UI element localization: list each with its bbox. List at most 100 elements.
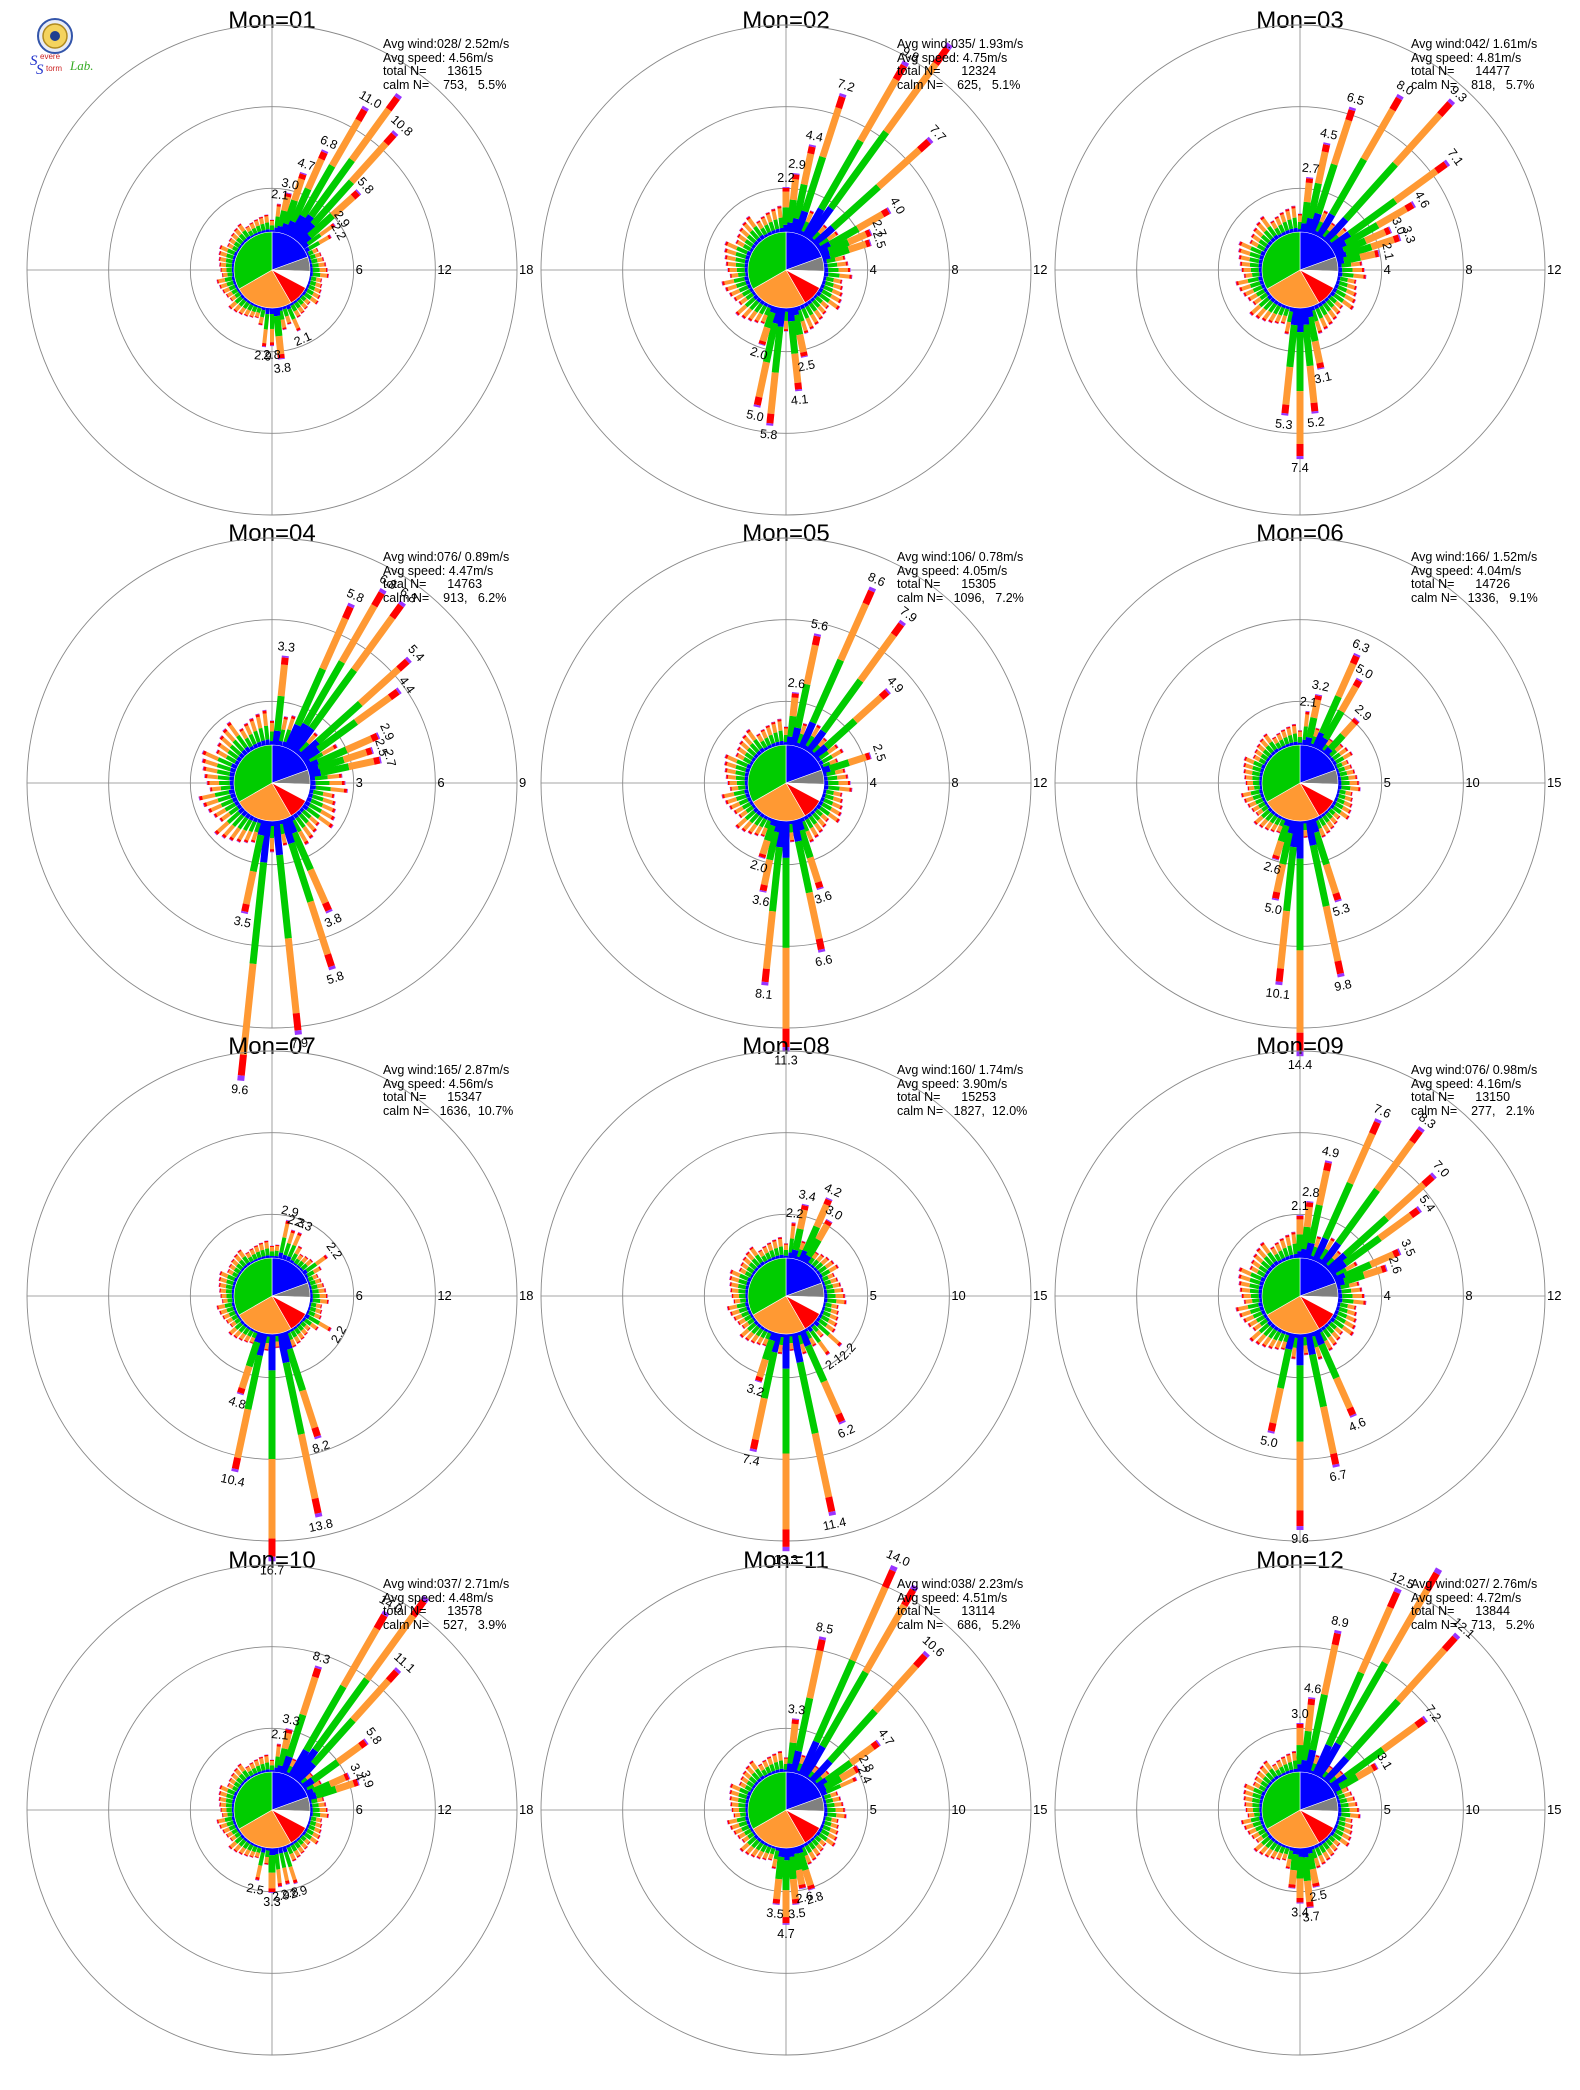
wind-bar-segment bbox=[1291, 1234, 1297, 1244]
wind-bar-segment bbox=[231, 1785, 239, 1792]
wind-bar-segment bbox=[813, 309, 822, 319]
wind-bar-segment bbox=[237, 1386, 246, 1395]
wind-bar-segment bbox=[807, 1884, 815, 1890]
wind-bar-segment bbox=[1300, 1759, 1309, 1773]
wind-bar-segment bbox=[1285, 1332, 1296, 1350]
wind-bar-segment bbox=[244, 737, 253, 748]
wind-bar-segment bbox=[1339, 276, 1349, 283]
wind-bar-segment bbox=[1281, 816, 1287, 821]
wind-bar-segment bbox=[753, 738, 763, 750]
wind-bar-segment bbox=[759, 747, 766, 754]
wind-bar-segment bbox=[1341, 785, 1351, 791]
wind-bar-segment bbox=[231, 1828, 239, 1835]
wind-bar-segment bbox=[229, 776, 235, 782]
wind-bar-segment bbox=[1259, 824, 1264, 829]
wind-bar-segment bbox=[1261, 218, 1271, 229]
wind-bar-segment bbox=[1270, 221, 1278, 230]
wind-bar-segment bbox=[1245, 1790, 1254, 1797]
wind-bar-segment bbox=[827, 1812, 837, 1818]
wind-bar-segment bbox=[315, 277, 321, 283]
wind-bar-segment bbox=[1353, 292, 1357, 297]
wind-bar-segment bbox=[1355, 1765, 1375, 1781]
wind-bar-segment bbox=[290, 1253, 298, 1262]
wind-bar-segment bbox=[801, 1254, 812, 1265]
wind-bar-segment bbox=[823, 285, 834, 293]
wind-bar-segment bbox=[821, 252, 831, 262]
wind-bar-segment bbox=[241, 809, 249, 817]
bar-value-label: 4.9 bbox=[1321, 1144, 1341, 1161]
wind-bar-segment bbox=[1414, 1717, 1427, 1729]
wind-bar-segment bbox=[1283, 1334, 1290, 1343]
wind-bar-segment bbox=[410, 1599, 427, 1618]
wind-bar-segment bbox=[373, 756, 381, 765]
wind-bar-segment bbox=[312, 828, 317, 833]
wind-bar-segment bbox=[1339, 810, 1348, 819]
wind-bar-segment bbox=[731, 801, 741, 809]
wind-bar-segment bbox=[228, 1331, 233, 1336]
wind-bar-segment bbox=[815, 1329, 823, 1337]
wind-bar-segment bbox=[291, 214, 314, 242]
wind-bar-segment bbox=[1256, 1247, 1261, 1253]
bar-value-label: 3.0 bbox=[280, 175, 300, 192]
wind-bar-segment bbox=[309, 1258, 313, 1263]
wind-bar-segment bbox=[1289, 228, 1295, 234]
wind-bar-segment bbox=[1330, 222, 1336, 227]
wind-bar-segment bbox=[1258, 1785, 1266, 1792]
wind-bar-segment bbox=[765, 212, 770, 216]
wind-bar-segment bbox=[1255, 811, 1260, 816]
wind-bar-segment bbox=[829, 758, 837, 766]
wind-bar-segment bbox=[1270, 1263, 1277, 1270]
wind-bar-segment bbox=[747, 1277, 753, 1283]
wind-bar-segment bbox=[1257, 1828, 1266, 1836]
wind-bar-segment bbox=[303, 298, 310, 305]
wind-bar-segment bbox=[1325, 1671, 1365, 1747]
wind-bar-segment bbox=[852, 1777, 857, 1783]
wind-bar-segment bbox=[306, 1270, 315, 1278]
wind-bar-segment bbox=[1278, 306, 1286, 316]
ring-label: 18 bbox=[519, 262, 533, 277]
wind-bar-segment bbox=[822, 1824, 831, 1832]
wind-bar-segment bbox=[746, 250, 753, 257]
wind-bar-segment bbox=[1279, 1766, 1286, 1774]
wind-bar-segment bbox=[307, 1327, 311, 1331]
wind-bar-segment bbox=[305, 821, 316, 831]
wind-bar-segment bbox=[749, 742, 760, 754]
wind-bar-segment bbox=[1320, 235, 1326, 241]
wind-bar-segment bbox=[1343, 253, 1361, 265]
wind-bar-segment bbox=[1310, 1849, 1318, 1859]
wind-bar-segment bbox=[749, 1788, 755, 1793]
wind-bar-segment bbox=[829, 1313, 837, 1321]
wind-bar-segment bbox=[742, 1835, 750, 1843]
bar-value-label: 3.3 bbox=[277, 639, 296, 655]
wind-bar-segment bbox=[227, 242, 231, 247]
wind-bar-segment bbox=[338, 604, 378, 664]
wind-bar-segment bbox=[1255, 815, 1264, 824]
wind-bar-segment bbox=[232, 739, 245, 753]
wind-bar-segment bbox=[1326, 293, 1332, 299]
wind-bar-segment bbox=[309, 1820, 317, 1827]
wind-bar-segment bbox=[230, 827, 241, 839]
bar-value-label: 3.3 bbox=[263, 1895, 280, 1909]
wind-bar-segment bbox=[768, 305, 778, 314]
wind-bar-segment bbox=[284, 816, 298, 835]
wind-bar-segment bbox=[769, 846, 783, 912]
wind-bar-segment bbox=[1323, 325, 1328, 330]
wind-bar-segment bbox=[244, 1849, 251, 1856]
wind-bar-segment bbox=[257, 1845, 263, 1849]
wind-bar-segment bbox=[817, 739, 826, 748]
wind-bar-segment bbox=[1316, 1236, 1322, 1240]
wind-bar-segment bbox=[396, 658, 410, 672]
wind-bar-segment bbox=[223, 1827, 231, 1834]
wind-bar-segment bbox=[821, 754, 834, 764]
wind-bar-segment bbox=[292, 1325, 298, 1330]
wind-bar-segment bbox=[799, 1756, 806, 1765]
wind-bar-segment bbox=[228, 1845, 233, 1850]
wind-bar-segment bbox=[1342, 752, 1352, 760]
wind-bar-segment bbox=[1260, 1766, 1269, 1775]
ring-label: 12 bbox=[437, 1802, 451, 1817]
wind-bar-segment bbox=[738, 300, 743, 306]
wind-bar-segment bbox=[1249, 311, 1254, 316]
wind-bar-segment bbox=[828, 759, 850, 773]
wind-bar-segment bbox=[821, 279, 827, 285]
wind-bar-segment bbox=[820, 1314, 830, 1323]
